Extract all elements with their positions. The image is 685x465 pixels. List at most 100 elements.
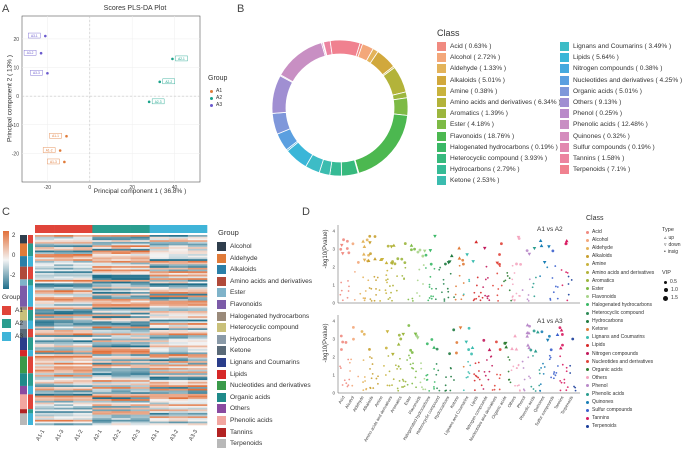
heat-cell [111, 321, 131, 324]
man-class-label: Terpenoids [592, 423, 617, 430]
heat-cell [168, 326, 189, 329]
man-class-item: Aromatics [586, 278, 614, 284]
heat-cell [111, 278, 131, 281]
heat-cell [168, 241, 189, 244]
heat-cell [168, 368, 189, 371]
heat-cell [187, 319, 208, 322]
insig-point [499, 265, 501, 268]
insig-point [567, 293, 570, 296]
insig-point [497, 299, 499, 302]
swatch-icon [217, 439, 226, 449]
heat-class-item: Lignans and Coumarins [217, 358, 300, 367]
heat-cell [187, 245, 208, 248]
down-marker [380, 257, 385, 262]
insig-point [411, 300, 414, 302]
heat-cell [92, 343, 112, 346]
heat-cell [35, 335, 55, 338]
heat-cell [35, 295, 55, 298]
heat-cell [73, 331, 93, 334]
swatch-icon [217, 416, 226, 425]
heat-cell [149, 267, 170, 270]
heat-cell [149, 292, 170, 295]
heat-cell [130, 240, 150, 243]
class-dot-icon [586, 303, 589, 307]
heat-cell [73, 290, 93, 293]
x-category-label: Phenol [516, 395, 527, 409]
heat-cell [54, 381, 74, 384]
heat-cell [111, 331, 131, 334]
heat-cell [54, 257, 74, 260]
insig-point [482, 388, 485, 390]
insig-point [573, 385, 575, 388]
insig-point [375, 279, 377, 282]
heat-cell [149, 254, 170, 257]
man-class-label: Acid [592, 229, 602, 235]
heat-cell [168, 250, 189, 253]
heat-class-label: Alkaloids [230, 266, 257, 274]
insig-point [450, 367, 452, 370]
insig-point [425, 342, 429, 346]
y-tick-label: 2 [332, 265, 335, 270]
insig-point [379, 300, 382, 302]
heat-cell [130, 397, 150, 400]
insig-point [569, 364, 572, 367]
donut-legend-item: Phenol ( 0.25% ) [560, 109, 622, 119]
swatch-icon [437, 120, 446, 130]
heat-cell [35, 286, 55, 289]
heat-cell [149, 412, 170, 415]
heat-cell [111, 248, 131, 251]
heat-cell [54, 342, 74, 345]
heat-cell [111, 397, 131, 400]
heat-cell [54, 388, 74, 391]
heat-cell [35, 392, 55, 395]
heat-cell [149, 414, 170, 417]
heat-cell [73, 380, 93, 383]
insig-point [359, 292, 362, 295]
point-label: A2-3 [155, 100, 162, 104]
heat-cell [54, 364, 74, 367]
insig-point [525, 249, 529, 252]
heat-cell [111, 250, 131, 253]
insig-point [339, 334, 343, 338]
class-dot-icon [586, 295, 589, 299]
insig-point [549, 348, 553, 352]
heat-cell [168, 397, 189, 400]
heat-cell [54, 355, 74, 358]
heat-cell [111, 409, 131, 412]
heat-cell [168, 349, 189, 352]
heat-cell [73, 423, 93, 426]
insig-point [407, 298, 410, 301]
swatch-icon [217, 427, 226, 437]
heat-cell [35, 368, 55, 371]
heat-cell [92, 317, 112, 320]
heat-cell [92, 305, 112, 308]
donut-legend-item: Nucleotides and derivatives ( 4.25% ) [560, 75, 682, 85]
heat-cell [130, 355, 150, 358]
swatch-icon [560, 75, 569, 85]
heat-cell [111, 345, 131, 348]
vip-dot-icon [664, 280, 667, 284]
heat-cell [168, 378, 189, 381]
heat-cell [73, 381, 93, 384]
insig-point [548, 358, 551, 361]
type-down: ▿ down [664, 242, 681, 248]
heat-cell [187, 352, 208, 355]
heat-cell [73, 406, 93, 409]
heat-cell [130, 404, 150, 407]
heat-cell [187, 257, 208, 260]
heat-cell [130, 392, 150, 395]
heat-cell [73, 345, 93, 348]
heat-cell [130, 302, 150, 305]
heat-cell [168, 333, 189, 336]
insig-point [439, 266, 442, 269]
heat-cell [111, 407, 131, 410]
heat-cell [73, 355, 93, 358]
insig-point [364, 380, 366, 382]
heat-cell [168, 380, 189, 383]
heat-cell [111, 276, 131, 279]
heat-cell [73, 241, 93, 244]
heat-cell [54, 343, 74, 346]
heat-cell [130, 383, 150, 386]
insig-point [409, 357, 412, 359]
insig-point [425, 379, 428, 381]
